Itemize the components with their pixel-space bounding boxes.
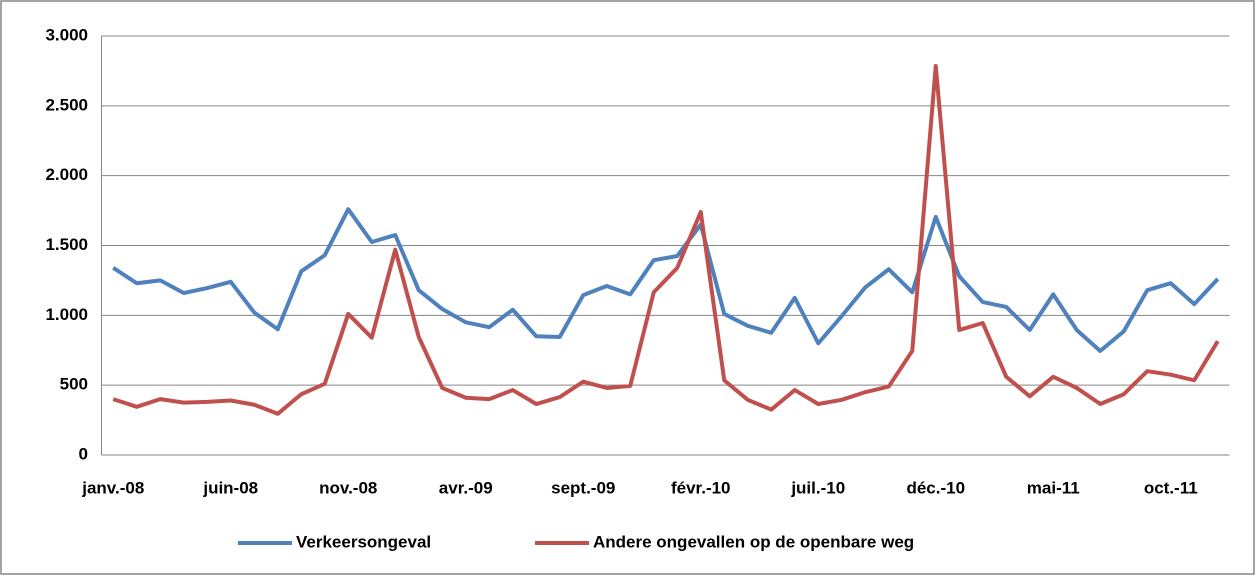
- y-tick-label: 500: [60, 375, 88, 394]
- x-tick-label: nov.-08: [319, 478, 377, 497]
- x-tick-label: déc.-10: [906, 478, 965, 497]
- legend-label: Andere ongevallen op de openbare weg: [593, 532, 914, 551]
- x-tick-label: sept.-09: [551, 478, 615, 497]
- y-tick-label: 0: [79, 444, 88, 463]
- x-tick-label: févr.-10: [671, 478, 731, 497]
- x-tick-label: avr.-09: [439, 478, 493, 497]
- x-tick-label: juil.-10: [790, 478, 845, 497]
- x-tick-label: juin-08: [202, 478, 258, 497]
- y-tick-label: 1.500: [45, 235, 88, 254]
- x-tick-label: janv.-08: [81, 478, 144, 497]
- x-tick-label: oct.-11: [1144, 478, 1198, 497]
- legend-label: Verkeersongeval: [296, 532, 431, 551]
- series-line: [112, 207, 1220, 353]
- y-tick-label: 2.000: [45, 165, 88, 184]
- y-tick-label: 2.500: [45, 95, 88, 114]
- y-tick-label: 3.000: [45, 25, 88, 44]
- x-tick-label: mai-11: [1027, 478, 1080, 497]
- series-line: [112, 64, 1220, 416]
- y-tick-label: 1.000: [45, 305, 88, 324]
